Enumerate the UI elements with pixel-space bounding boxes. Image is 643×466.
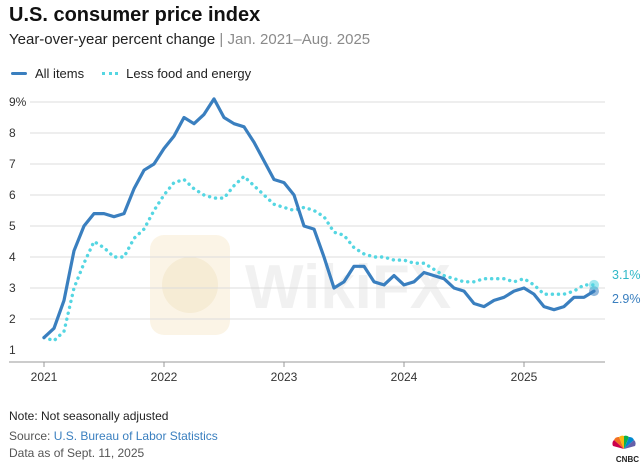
cnbc-peacock-icon [612, 435, 636, 449]
y-tick-label: 1 [9, 343, 16, 357]
source-line: Source: U.S. Bureau of Labor Statistics [9, 429, 218, 443]
chart-subtitle: Year-over-year percent change | Jan. 202… [9, 31, 370, 48]
y-tick-label: 2 [9, 312, 16, 326]
source-link[interactable]: U.S. Bureau of Labor Statistics [53, 429, 218, 443]
x-tick-label: 2021 [31, 370, 58, 384]
series-line-core [42, 174, 596, 343]
x-tick-label: 2024 [391, 370, 418, 384]
line-chart: 1 2 3 4 5 6 7 8 9% 2021 2022 2023 2024 2025 2.9% 3.1% [9, 95, 641, 384]
footnote: Note: Not seasonally adjusted [9, 409, 169, 423]
y-tick-label: 5 [9, 219, 16, 233]
end-label-all-items: 2.9% [612, 292, 641, 306]
y-tick-label: 8 [9, 126, 16, 140]
series-line-all-items [42, 97, 596, 340]
chart-title: U.S. consumer price index [9, 4, 261, 26]
x-tick-label: 2025 [511, 370, 538, 384]
x-tick-label: 2022 [151, 370, 178, 384]
y-tick-label: 4 [9, 250, 16, 264]
y-tick-label: 9% [9, 95, 27, 109]
source-prefix: Source: [9, 429, 54, 443]
legend-swatch-dotted [102, 72, 119, 75]
legend-item-all-items: All items [11, 66, 84, 81]
y-tick-label: 3 [9, 281, 16, 295]
end-marker-core [589, 279, 599, 290]
subtitle-main: Year-over-year percent change [9, 31, 216, 48]
legend-label-all-items: All items [35, 66, 85, 81]
chart-legend: All items Less food and energy [11, 66, 269, 81]
y-tick-label: 6 [9, 188, 16, 202]
y-tick-label: 7 [9, 157, 16, 171]
subtitle-date-range: Jan. 2021–Aug. 2025 [227, 31, 371, 48]
x-tick-label: 2023 [271, 370, 298, 384]
data-as-of: Data as of Sept. 11, 2025 [9, 446, 145, 460]
legend-item-core: Less food and energy [102, 66, 251, 81]
end-label-core: 3.1% [612, 268, 641, 282]
legend-label-core: Less food and energy [126, 66, 252, 81]
legend-swatch-solid [11, 72, 27, 75]
cnbc-logo-text: CNBC [615, 455, 639, 464]
subtitle-separator: | [219, 31, 224, 48]
